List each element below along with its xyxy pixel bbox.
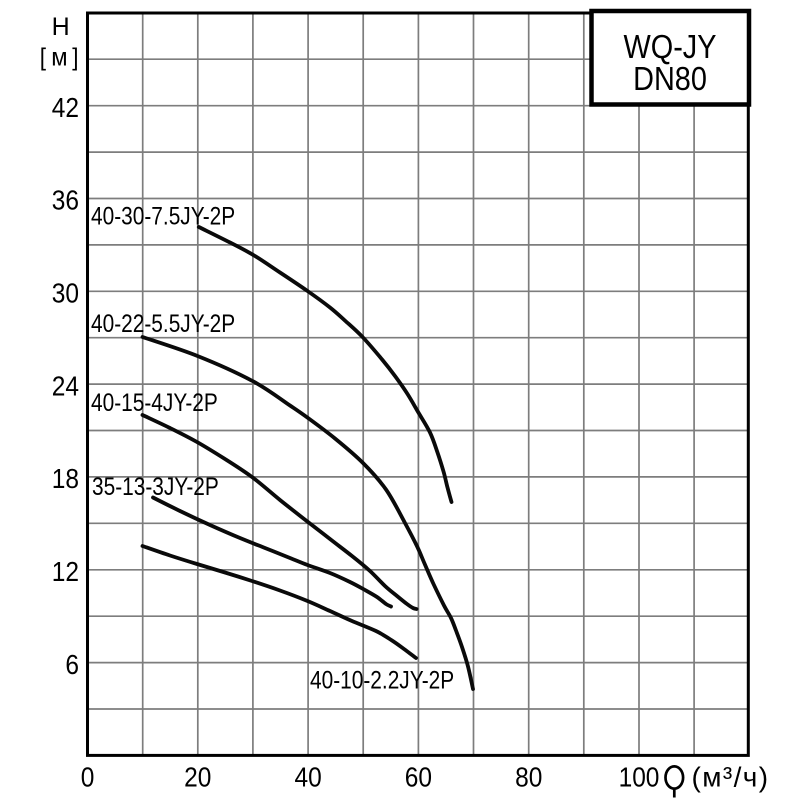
svg-text:18: 18 bbox=[52, 463, 79, 495]
svg-text:24: 24 bbox=[52, 370, 79, 402]
svg-text:6: 6 bbox=[65, 648, 79, 680]
svg-text:40-10-2.2JY-2P: 40-10-2.2JY-2P bbox=[310, 666, 454, 694]
svg-text:80: 80 bbox=[515, 761, 542, 793]
svg-text:м: м bbox=[51, 44, 67, 72]
svg-text:DN80: DN80 bbox=[633, 60, 707, 97]
svg-text:40: 40 bbox=[294, 761, 321, 793]
svg-text:35-13-3JY-2P: 35-13-3JY-2P bbox=[92, 472, 219, 500]
svg-text:WQ-JY: WQ-JY bbox=[623, 28, 716, 65]
svg-text:40-22-5.5JY-2P: 40-22-5.5JY-2P bbox=[91, 309, 235, 337]
svg-text:100: 100 bbox=[619, 761, 660, 793]
svg-text:0: 0 bbox=[81, 761, 95, 793]
svg-text:[: [ bbox=[40, 43, 47, 71]
svg-text:36: 36 bbox=[52, 184, 79, 216]
svg-text:60: 60 bbox=[405, 761, 432, 793]
svg-text:40-15-4JY-2P: 40-15-4JY-2P bbox=[91, 388, 218, 416]
svg-text:12: 12 bbox=[52, 555, 79, 587]
svg-text:40-30-7.5JY-2P: 40-30-7.5JY-2P bbox=[91, 202, 235, 230]
svg-text:(м³/ч): (м³/ч) bbox=[692, 762, 770, 793]
svg-text:30: 30 bbox=[52, 277, 79, 309]
svg-text:20: 20 bbox=[184, 761, 211, 793]
svg-text:42: 42 bbox=[52, 91, 79, 123]
svg-text:]: ] bbox=[72, 43, 78, 71]
svg-text:H: H bbox=[52, 13, 70, 41]
